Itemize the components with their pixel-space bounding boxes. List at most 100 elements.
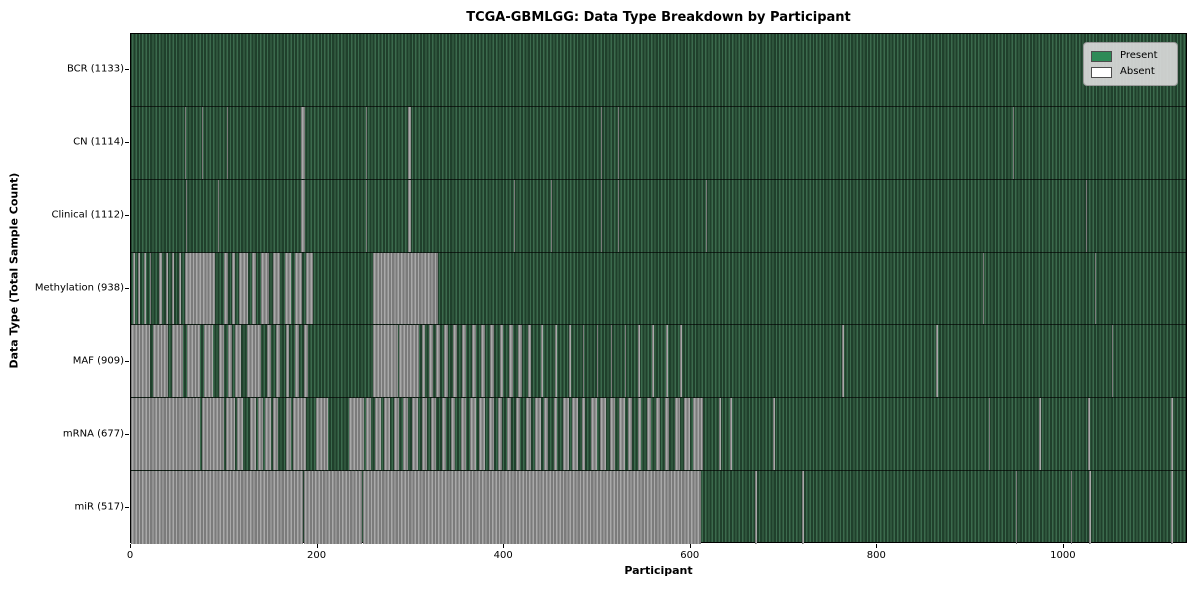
absent-segment: [666, 325, 669, 398]
absent-segment: [171, 325, 184, 398]
y-tick-mark: [125, 215, 129, 217]
absent-segment: [1088, 398, 1091, 471]
absent-segment: [304, 471, 362, 544]
absent-segment: [652, 325, 655, 398]
absent-segment: [285, 325, 290, 398]
x-tick-mark: [689, 544, 691, 548]
absent-segment: [144, 252, 146, 325]
x-tick-label-800: 800: [866, 550, 886, 561]
y-tick-mark: [125, 142, 129, 144]
absent-segment: [149, 252, 152, 325]
absent-segment: [362, 471, 701, 544]
absent-segment: [201, 398, 225, 471]
x-tick-mark: [1062, 544, 1064, 548]
absent-segment: [706, 179, 708, 252]
row-clinical: [131, 179, 1186, 253]
absent-segment: [1171, 471, 1173, 544]
x-tick-label-600: 600: [680, 550, 700, 561]
absent-segment: [348, 398, 364, 471]
x-tick-label-1000: 1000: [1050, 550, 1076, 561]
absent-segment: [462, 325, 467, 398]
absent-segment: [637, 398, 642, 471]
x-tick-mark: [503, 544, 505, 548]
absent-segment: [509, 325, 513, 398]
absent-segment: [618, 398, 625, 471]
absent-segment: [250, 398, 256, 471]
absent-segment: [563, 398, 569, 471]
absent-segment: [684, 398, 690, 471]
absent-segment: [138, 252, 141, 325]
y-tick-label-mrna: mRNA (677): [62, 428, 124, 440]
absent-segment: [272, 252, 280, 325]
legend-swatch-icon: [1091, 66, 1112, 78]
absent-segment: [219, 325, 225, 398]
absent-segment: [373, 325, 399, 398]
x-tick-mark: [876, 544, 878, 548]
absent-segment: [158, 252, 162, 325]
absent-segment: [729, 398, 732, 471]
legend-item-present: Present: [1091, 48, 1170, 64]
absent-segment: [245, 106, 247, 179]
absent-segment: [436, 325, 441, 398]
absent-segment: [186, 325, 200, 398]
absent-segment: [402, 398, 409, 471]
absent-segment: [674, 398, 681, 471]
absent-segment: [610, 325, 613, 398]
absent-segment: [550, 179, 552, 252]
absent-segment: [407, 179, 412, 252]
absent-segment: [294, 325, 299, 398]
y-tick-mark: [125, 288, 129, 289]
absent-segment: [265, 398, 271, 471]
absent-segment: [609, 398, 616, 471]
x-axis-label: Participant: [624, 564, 693, 577]
y-tick-label-bcr: BCR (1133): [66, 63, 124, 75]
absent-segment: [1171, 398, 1173, 471]
absent-segment: [842, 325, 845, 398]
absent-segment: [266, 325, 271, 398]
y-tick-label-cn: CN (1114): [73, 136, 124, 148]
row-maf: [131, 325, 1186, 399]
row-cn: [131, 106, 1186, 180]
absent-segment: [601, 106, 603, 179]
absent-segment: [171, 252, 174, 325]
absent-segment: [936, 325, 939, 398]
absent-segment: [802, 471, 805, 544]
absent-segment: [412, 398, 418, 471]
absent-segment: [628, 398, 632, 471]
absent-segment: [1070, 471, 1073, 544]
absent-segment: [507, 398, 511, 471]
absent-segment: [983, 252, 984, 325]
absent-segment: [421, 398, 428, 471]
absent-segment: [656, 398, 660, 471]
absent-segment: [374, 398, 381, 471]
row-methylation: [131, 252, 1186, 326]
absent-segment: [237, 398, 243, 471]
absent-segment: [646, 398, 651, 471]
absent-segment: [527, 325, 532, 398]
absent-segment: [428, 325, 433, 398]
absent-segment: [553, 398, 558, 471]
absent-segment: [185, 106, 186, 179]
legend-label: Present: [1120, 50, 1158, 61]
absent-segment: [590, 398, 597, 471]
x-tick-label-0: 0: [126, 550, 134, 561]
absent-segment: [1089, 471, 1092, 544]
absent-segment: [499, 325, 504, 398]
absent-segment: [365, 106, 367, 179]
absent-segment: [166, 252, 169, 325]
absent-segment: [316, 398, 329, 471]
absent-segment: [453, 325, 457, 398]
x-tick-label-400: 400: [493, 550, 513, 561]
absent-segment: [601, 179, 603, 252]
y-tick-label-maf: MAF (909): [72, 355, 124, 367]
absent-segment: [131, 325, 150, 398]
absent-segment: [471, 325, 476, 398]
y-tick-label-mir: miR (517): [74, 501, 124, 513]
absent-segment: [638, 325, 641, 398]
absent-segment: [1038, 398, 1041, 471]
absent-segment: [239, 252, 249, 325]
absent-segment: [988, 398, 991, 471]
absent-segment: [301, 106, 306, 179]
absent-segment: [568, 325, 571, 398]
